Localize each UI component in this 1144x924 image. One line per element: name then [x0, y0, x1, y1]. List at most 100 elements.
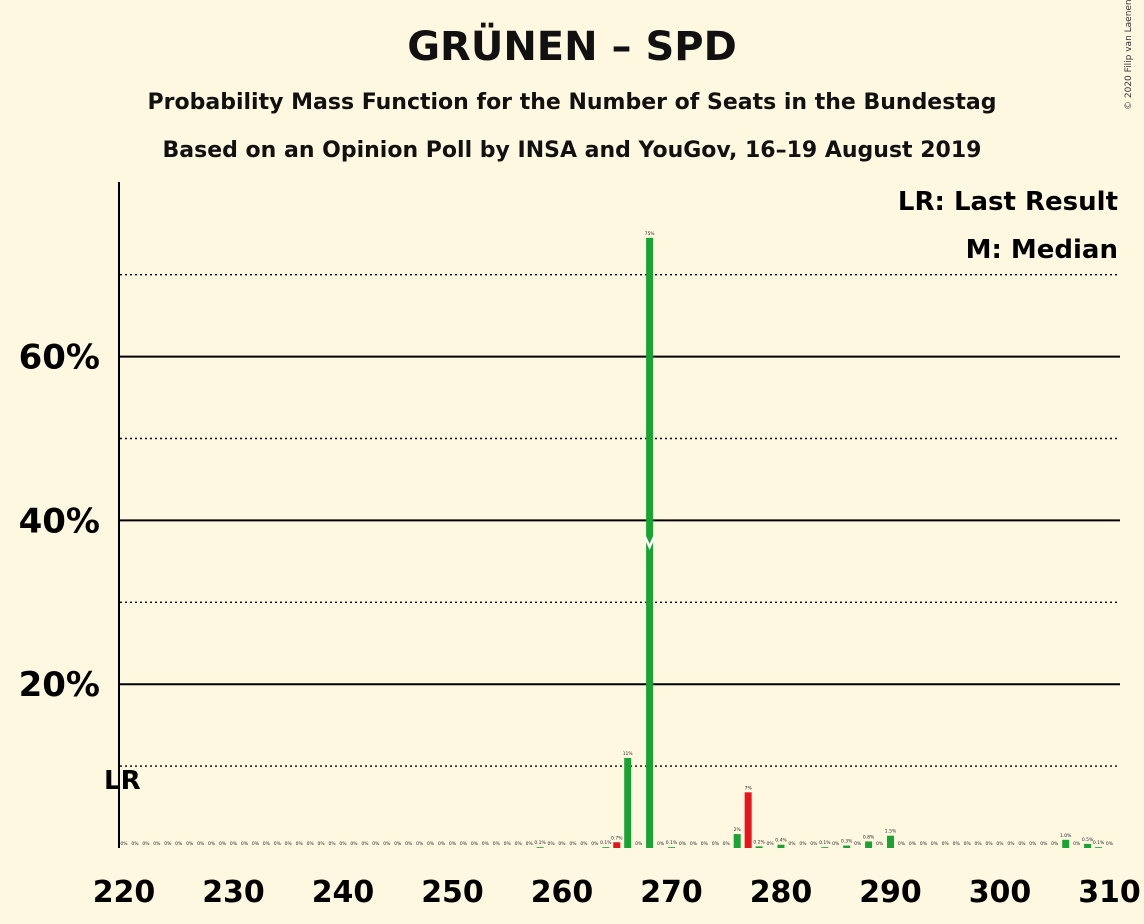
bar-268: [646, 237, 654, 849]
bar-label-268: 75%: [645, 231, 656, 237]
grid-lines: [120, 274, 1120, 767]
bar-258: [536, 847, 544, 848]
bar-label-252: 0%: [471, 841, 479, 847]
bar-label-229: 0%: [219, 841, 227, 847]
bar-label-290: 1.5%: [885, 829, 897, 835]
bar-label-270: 0.1%: [666, 840, 678, 846]
chart-title: GRÜNEN – SPD: [407, 24, 737, 70]
bar-label-284: 0.1%: [819, 840, 831, 846]
x-tick-280: 280: [750, 875, 813, 910]
bar-label-220: 0%: [120, 841, 128, 847]
x-tick-310: 310: [1078, 875, 1141, 910]
bar-label-277: 7%: [745, 785, 753, 791]
bar-label-264: 0.1%: [600, 840, 612, 846]
bar-270: [668, 847, 675, 848]
x-tick-260: 260: [531, 875, 594, 910]
bar-label-307: 0%: [1073, 841, 1081, 847]
bar-label-240: 0%: [339, 841, 347, 847]
y-tick-40%: 40%: [19, 501, 100, 541]
bar-label-291: 0%: [898, 841, 906, 847]
bar-288: [865, 841, 873, 848]
bar-label-266: 11%: [623, 751, 634, 757]
chart-subtitle: Probability Mass Function for the Number…: [147, 90, 997, 115]
bar-label-262: 0%: [580, 841, 588, 847]
bar-label-246: 0%: [405, 841, 413, 847]
bar-label-256: 0%: [515, 841, 523, 847]
bar-value-labels: 0% 0% 0% 0% 0% 0% 0% 0% 0% 0% 0% 0% 0% 0% 0% 0% 0% 0% 0% 0%…: [120, 231, 1113, 847]
bar-label-272: 0%: [690, 841, 698, 847]
bar-label-248: 0%: [427, 841, 435, 847]
bar-label-247: 0%: [416, 841, 424, 847]
x-tick-230: 230: [202, 875, 265, 910]
bar-label-303: 0%: [1029, 841, 1037, 847]
bar-label-306: 1.0%: [1060, 833, 1072, 839]
bar-label-221: 0%: [131, 841, 139, 847]
bar-label-304: 0%: [1040, 841, 1048, 847]
bar-label-257: 0%: [526, 841, 534, 847]
bar-label-239: 0%: [328, 841, 336, 847]
bar-label-263: 0%: [591, 841, 599, 847]
bar-label-296: 0%: [953, 841, 961, 847]
x-tick-220: 220: [93, 875, 156, 910]
bar-label-234: 0%: [274, 841, 282, 847]
bar-label-292: 0%: [909, 841, 917, 847]
bar-label-230: 0%: [230, 841, 238, 847]
bar-label-310: 0%: [1106, 841, 1114, 847]
bar-label-265: 0.7%: [611, 835, 623, 841]
bar-284: [821, 847, 829, 848]
x-tick-250: 250: [421, 875, 484, 910]
bar-label-237: 0%: [307, 841, 315, 847]
bar-label-288: 0.8%: [863, 834, 875, 840]
bar-label-293: 0%: [920, 841, 928, 847]
bar-label-287: 0%: [854, 841, 862, 847]
bar-label-243: 0%: [372, 841, 380, 847]
x-tick-240: 240: [312, 875, 375, 910]
bar-264: [602, 847, 610, 848]
bar-label-301: 0%: [1007, 841, 1015, 847]
bar-label-273: 0%: [701, 841, 709, 847]
bar-label-223: 0%: [153, 841, 161, 847]
bar-label-295: 0%: [942, 841, 950, 847]
bar-label-253: 0%: [482, 841, 490, 847]
bar-290: [887, 835, 894, 848]
x-tick-270: 270: [640, 875, 703, 910]
bar-label-308: 0.5%: [1082, 837, 1094, 843]
bar-label-305: 0%: [1051, 841, 1059, 847]
bar-label-274: 0%: [712, 841, 720, 847]
bar-label-259: 0%: [547, 841, 555, 847]
bar-label-283: 0%: [810, 841, 818, 847]
bar-label-282: 0%: [799, 841, 807, 847]
bar-label-227: 0%: [197, 841, 205, 847]
bar-label-298: 0%: [975, 841, 983, 847]
bar-label-242: 0%: [361, 841, 369, 847]
chart-overlay: LR: Last Result M: Median LR: [104, 187, 1118, 796]
bar-label-302: 0%: [1018, 841, 1026, 847]
bar-266: [624, 757, 632, 848]
bars: [536, 237, 1103, 849]
bar-label-260: 0%: [558, 841, 566, 847]
bar-label-241: 0%: [350, 841, 358, 847]
bar-label-279: 0%: [766, 841, 774, 847]
bar-label-275: 0%: [723, 841, 731, 847]
bar-label-233: 0%: [263, 841, 271, 847]
chart-subtitle-2: Based on an Opinion Poll by INSA and You…: [162, 138, 982, 163]
bar-309: [1095, 847, 1103, 848]
last-result-marker: LR: [104, 766, 141, 796]
bar-label-309: 0.1%: [1093, 840, 1105, 846]
bar-label-226: 0%: [186, 841, 194, 847]
bar-label-232: 0%: [252, 841, 260, 847]
bar-label-300: 0%: [996, 841, 1004, 847]
bar-286: [843, 845, 851, 848]
legend-last-result: LR: Last Result: [898, 187, 1118, 217]
bar-308: [1084, 843, 1092, 848]
bar-label-225: 0%: [175, 841, 183, 847]
bar-278: [755, 846, 763, 848]
bar-label-250: 0%: [449, 841, 457, 847]
bar-280: [777, 844, 785, 848]
bar-label-271: 0%: [679, 841, 687, 847]
bar-label-251: 0%: [460, 841, 468, 847]
bar-label-235: 0%: [285, 841, 293, 847]
bar-label-299: 0%: [985, 841, 993, 847]
bar-label-278: 0.2%: [753, 839, 765, 845]
